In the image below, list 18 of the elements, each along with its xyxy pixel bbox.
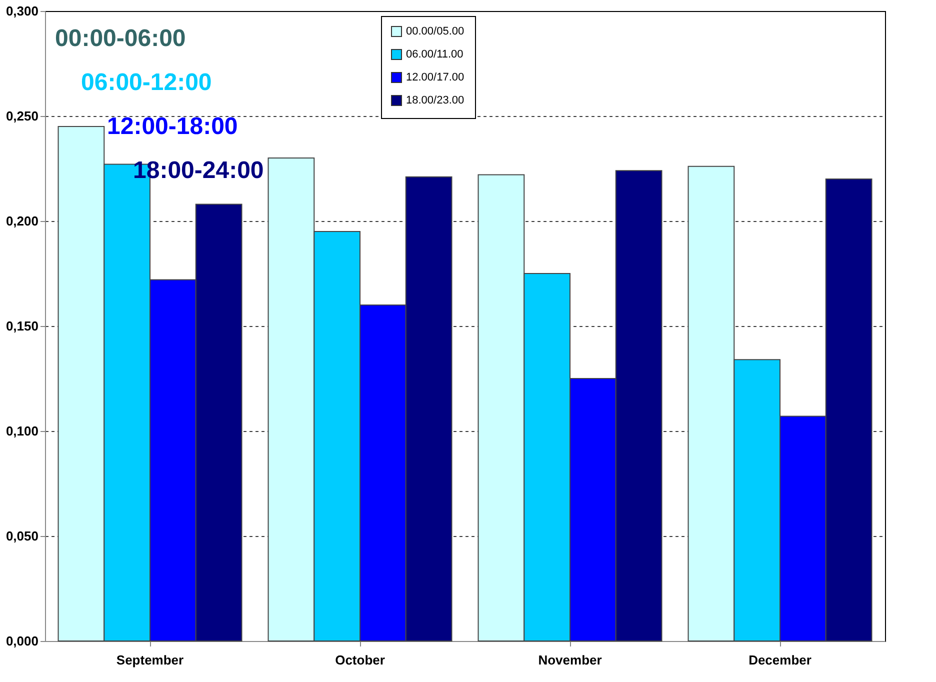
y-tick-label: 0,200: [6, 214, 38, 228]
x-tick-label: November: [538, 652, 602, 668]
legend-label: 18.00/23.00: [406, 94, 464, 106]
annotation: 00:00-06:00: [55, 25, 186, 52]
annotation: 06:00-12:00: [81, 69, 212, 96]
y-tick-label: 0,300: [6, 4, 38, 18]
y-tick-label: 0,000: [6, 634, 38, 648]
x-tick-label: September: [116, 652, 184, 668]
legend-label: 00.00/05.00: [406, 26, 464, 38]
legend-label: 12.00/17.00: [406, 72, 464, 84]
y-tick-label: 0,250: [6, 108, 38, 124]
y-tick-label: 0,100: [6, 424, 38, 438]
x-tick-label: December: [748, 652, 812, 668]
annotation: 12:00-18:00: [107, 113, 238, 140]
y-tick-label: 0,050: [6, 528, 38, 544]
x-tick-label: October: [335, 652, 385, 668]
legend-label: 06.00/11.00: [406, 48, 464, 60]
y-tick-label: 0,150: [6, 318, 38, 334]
